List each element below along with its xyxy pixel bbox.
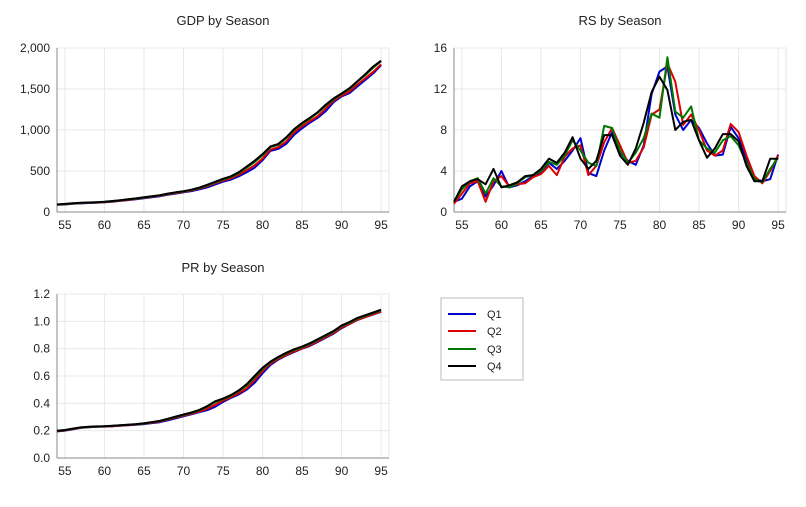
x-tick-label: 95	[374, 464, 388, 478]
y-tick-label: 12	[434, 82, 448, 96]
y-tick-label: 1,000	[20, 123, 50, 137]
legend-label-q2: Q2	[487, 326, 502, 338]
x-tick-label: 70	[177, 218, 191, 232]
x-tick-label: 55	[455, 218, 469, 232]
legend-item-q2: Q2	[448, 326, 502, 338]
x-tick-label: 65	[137, 218, 151, 232]
series-line-q1	[56, 310, 382, 433]
y-tick-label: 4	[440, 164, 447, 178]
y-tick-label: 1,500	[20, 82, 50, 96]
chart-title: PR by Season	[181, 260, 264, 275]
y-tick-label: 0.0	[33, 451, 50, 465]
x-tick-label: 95	[374, 218, 388, 232]
chart-gdp-by-season: 55 60 65 70 75 80 85 90 95 0 500 1,000 1,500 2,000 GDP…	[20, 13, 390, 232]
y-tick-label: 0	[43, 205, 50, 219]
x-tick-label: 90	[732, 218, 746, 232]
y-tick-label: 0.8	[33, 342, 50, 356]
chart-pr-by-season: 55 60 65 70 75 80 85 90 95 0.0 0.2 0.4 0.6 0.8 1.0 1.2 P…	[33, 260, 390, 478]
x-tick-label: 85	[295, 218, 309, 232]
x-tick-label: 60	[98, 218, 112, 232]
x-tick-label: 85	[295, 464, 309, 478]
series-line-q3	[56, 309, 382, 432]
legend-label-q1: Q1	[487, 309, 502, 321]
series-line-q4	[56, 308, 382, 432]
legend-item-q1: Q1	[448, 309, 502, 321]
x-tick-label: 55	[58, 218, 72, 232]
chart-title: GDP by Season	[177, 13, 270, 28]
series-line-q4	[56, 59, 382, 206]
y-tick-label: 8	[440, 123, 447, 137]
x-tick-label: 90	[335, 218, 349, 232]
chart-rs-by-season: 55 60 65 70 75 80 85 90 95 0 4 8 12 16 RS by Season	[434, 13, 787, 232]
x-tick-label: 80	[256, 464, 270, 478]
x-tick-label: 80	[256, 218, 270, 232]
x-tick-label: 95	[771, 218, 785, 232]
y-tick-label: 0.4	[33, 396, 50, 410]
x-tick-label: 75	[216, 218, 230, 232]
y-tick-label: 0.2	[33, 424, 50, 438]
x-tick-label: 75	[216, 464, 230, 478]
legend-label-q3: Q3	[487, 344, 502, 356]
charts-group: 55 60 65 70 75 80 85 90 9505001,0001,5002,000GDP…	[20, 13, 787, 478]
legend-frame	[440, 297, 524, 381]
legend-item-q4: Q4	[448, 361, 502, 373]
series-line-q2	[56, 310, 382, 433]
y-tick-label: 0.6	[33, 369, 50, 383]
y-tick-label: 16	[434, 41, 448, 55]
x-tick-label: 70	[177, 464, 191, 478]
x-tick-label: 60	[98, 464, 112, 478]
x-tick-label: 70	[574, 218, 588, 232]
y-tick-label: 1.2	[33, 287, 50, 301]
x-tick-label: 65	[534, 218, 548, 232]
y-tick-label: 1.0	[33, 314, 50, 328]
x-tick-label: 80	[653, 218, 667, 232]
y-tick-label: 500	[30, 164, 50, 178]
legend: Q1 Q2 Q3 Q4	[440, 297, 524, 381]
legend-label-q4: Q4	[487, 361, 502, 373]
series-line-q1	[56, 64, 382, 206]
x-tick-label: 55	[58, 464, 72, 478]
legend-item-q3: Q3	[448, 344, 502, 356]
y-tick-label: 0	[440, 205, 447, 219]
chart-title: RS by Season	[578, 13, 661, 28]
x-tick-label: 85	[692, 218, 706, 232]
series-line-q4	[453, 75, 779, 203]
series-line-q3	[453, 56, 779, 203]
x-tick-label: 65	[137, 464, 151, 478]
x-tick-label: 75	[613, 218, 627, 232]
x-tick-label: 60	[495, 218, 509, 232]
y-tick-label: 2,000	[20, 41, 50, 55]
x-tick-label: 90	[335, 464, 349, 478]
